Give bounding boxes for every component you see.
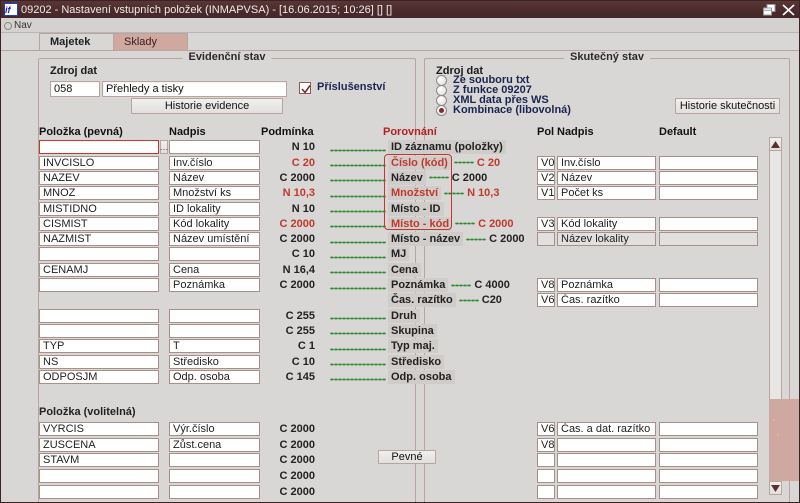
svg-text:if: if <box>5 5 12 15</box>
